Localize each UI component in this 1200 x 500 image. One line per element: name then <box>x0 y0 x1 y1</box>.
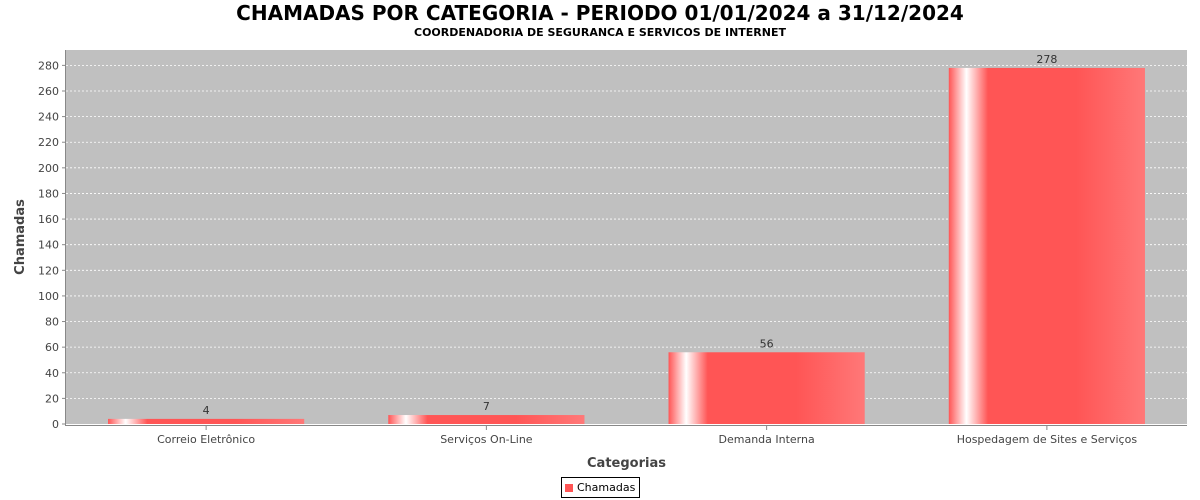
chart-title: CHAMADAS POR CATEGORIA - PERIODO 01/01/2… <box>236 1 964 25</box>
y-tick-label: 20 <box>45 392 59 405</box>
x-axis-title: Categorias <box>587 456 666 471</box>
x-tick-label: Hospedagem de Sites e Serviços <box>957 433 1138 446</box>
bar-value-label: 278 <box>1036 53 1057 66</box>
y-axis-title: Chamadas <box>13 199 28 275</box>
y-tick-label: 200 <box>38 162 59 175</box>
y-tick-label: 260 <box>38 85 59 98</box>
bar-value-label: 56 <box>760 337 774 350</box>
y-tick-label: 160 <box>38 213 59 226</box>
y-tick-label: 40 <box>45 367 59 380</box>
y-tick-label: 80 <box>45 316 59 329</box>
x-tick-label: Demanda Interna <box>719 433 815 446</box>
x-tick-label: Serviços On-Line <box>440 433 533 446</box>
bar-value-label: 7 <box>483 400 490 413</box>
y-tick-label: 280 <box>38 59 59 72</box>
bar <box>388 415 585 424</box>
legend-label: Chamadas <box>577 481 636 494</box>
axes: 0 20 40 60 80 100 120 140 160 180 200 220 240 260 280 C… <box>38 50 1187 446</box>
chart-subtitle: COORDENADORIA DE SEGURANCA E SERVICOS DE… <box>414 26 786 39</box>
legend-swatch <box>565 483 573 492</box>
bar-value-label: 4 <box>203 404 210 417</box>
y-tick-label: 140 <box>38 239 59 252</box>
legend: Chamadas <box>561 477 641 498</box>
y-tick-label: 100 <box>38 290 59 303</box>
y-tick-label: 180 <box>38 187 59 200</box>
y-tick-label: 220 <box>38 136 59 149</box>
x-tick-label: Correio Eletrônico <box>157 433 255 446</box>
y-tick-label: 60 <box>45 341 59 354</box>
gridlines <box>66 64 1187 399</box>
bars: 4 7 56 278 <box>108 53 1145 424</box>
bar <box>108 418 305 424</box>
bar <box>948 67 1145 424</box>
y-tick-label: 240 <box>38 111 59 124</box>
y-tick-label: 0 <box>52 418 59 431</box>
bar <box>668 352 865 424</box>
y-tick-label: 120 <box>38 264 59 277</box>
